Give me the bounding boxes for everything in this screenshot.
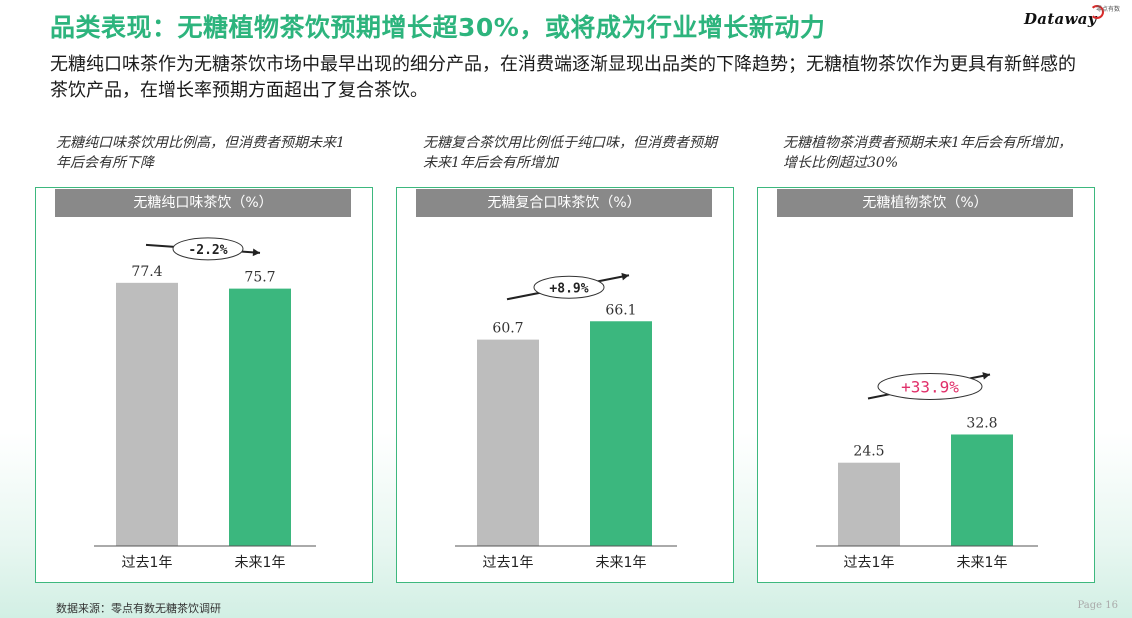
change-arrow-head-icon: [621, 272, 629, 281]
logo-wordmark: Dataway: [1024, 10, 1097, 28]
chart-title: 无糖植物茶饮（%）: [777, 189, 1073, 217]
bar-value-label: 60.7: [492, 321, 523, 337]
bar-value-label: 66.1: [605, 302, 636, 318]
change-oval: [533, 275, 605, 299]
category-label: 未来1年: [957, 555, 1008, 571]
category-label: 过去1年: [483, 555, 534, 571]
bar-past-year: [477, 339, 539, 546]
category-label: 未来1年: [596, 555, 647, 571]
data-source: 数据来源：零点有数无糖茶饮调研: [56, 602, 221, 615]
chart-panel-plain-tea: 无糖纯口味茶饮（%） 77.4 过去1年 75.7 未来1年 -2.2%: [35, 187, 373, 583]
chart-title: 无糖复合口味茶饮（%）: [416, 189, 712, 217]
change-percent-label: -2.2%: [188, 243, 227, 258]
change-oval: [877, 372, 983, 400]
intro-paragraph: 无糖纯口味茶作为无糖茶饮市场中最早出现的细分产品，在消费端逐渐显现出品类的下降趋…: [50, 54, 1076, 101]
change-oval: [172, 237, 244, 261]
bar-chart-compound-tea: 60.7 过去1年 66.1 未来1年 +8.9%: [455, 272, 677, 571]
bar-next-year: [951, 434, 1013, 546]
bar-past-year: [116, 282, 178, 546]
bar-value-label: 24.5: [853, 444, 884, 460]
chart-title: 无糖纯口味茶饮（%）: [55, 189, 351, 217]
chart-note-1: 无糖纯口味茶饮用比例高，但消费者预期未来1年后会有所下降: [56, 135, 345, 171]
bar-value-label: 32.8: [966, 415, 997, 431]
category-label: 过去1年: [844, 555, 895, 571]
chart-panel-compound-tea: 无糖复合口味茶饮（%） 60.7 过去1年 66.1 未来1年 +8.9%: [396, 187, 734, 583]
chart-note-2: 无糖复合茶饮用比例低于纯口味，但消费者预期未来1年后会有所增加: [423, 135, 717, 171]
logo-arc-icon: [1090, 5, 1104, 19]
category-label: 未来1年: [235, 555, 286, 571]
bar-chart-plant-tea: 24.5 过去1年 32.8 未来1年 +33.9%: [816, 372, 1038, 571]
change-arrow-head-icon: [982, 372, 990, 380]
bar-next-year: [590, 321, 652, 546]
bar-chart-plain-tea: 77.4 过去1年 75.7 未来1年 -2.2%: [94, 237, 316, 571]
bar-value-label: 75.7: [244, 270, 275, 286]
dataway-logo: Dataway 零点有数: [1024, 4, 1120, 34]
bar-value-label: 77.4: [131, 264, 162, 280]
bar-past-year: [838, 462, 900, 546]
change-percent-label: +8.9%: [549, 281, 588, 296]
change-arrow-head-icon: [252, 248, 260, 257]
logo-subtext: 零点有数: [1095, 6, 1120, 13]
chart-note-3: 无糖植物茶消费者预期未来1年后会有所增加，增长比例超过30%: [783, 135, 1072, 171]
page-title: 品类表现：无糖植物茶饮预期增长超30%，或将成为行业增长新动力: [50, 13, 826, 42]
chart-panel-plant-tea: 无糖植物茶饮（%） 24.5 过去1年 32.8 未来1年 +33.9%: [757, 187, 1095, 583]
category-label: 过去1年: [122, 555, 173, 571]
page-number: Page 16: [1077, 600, 1118, 611]
bar-next-year: [229, 288, 291, 546]
change-percent-label: +33.9%: [901, 377, 959, 396]
